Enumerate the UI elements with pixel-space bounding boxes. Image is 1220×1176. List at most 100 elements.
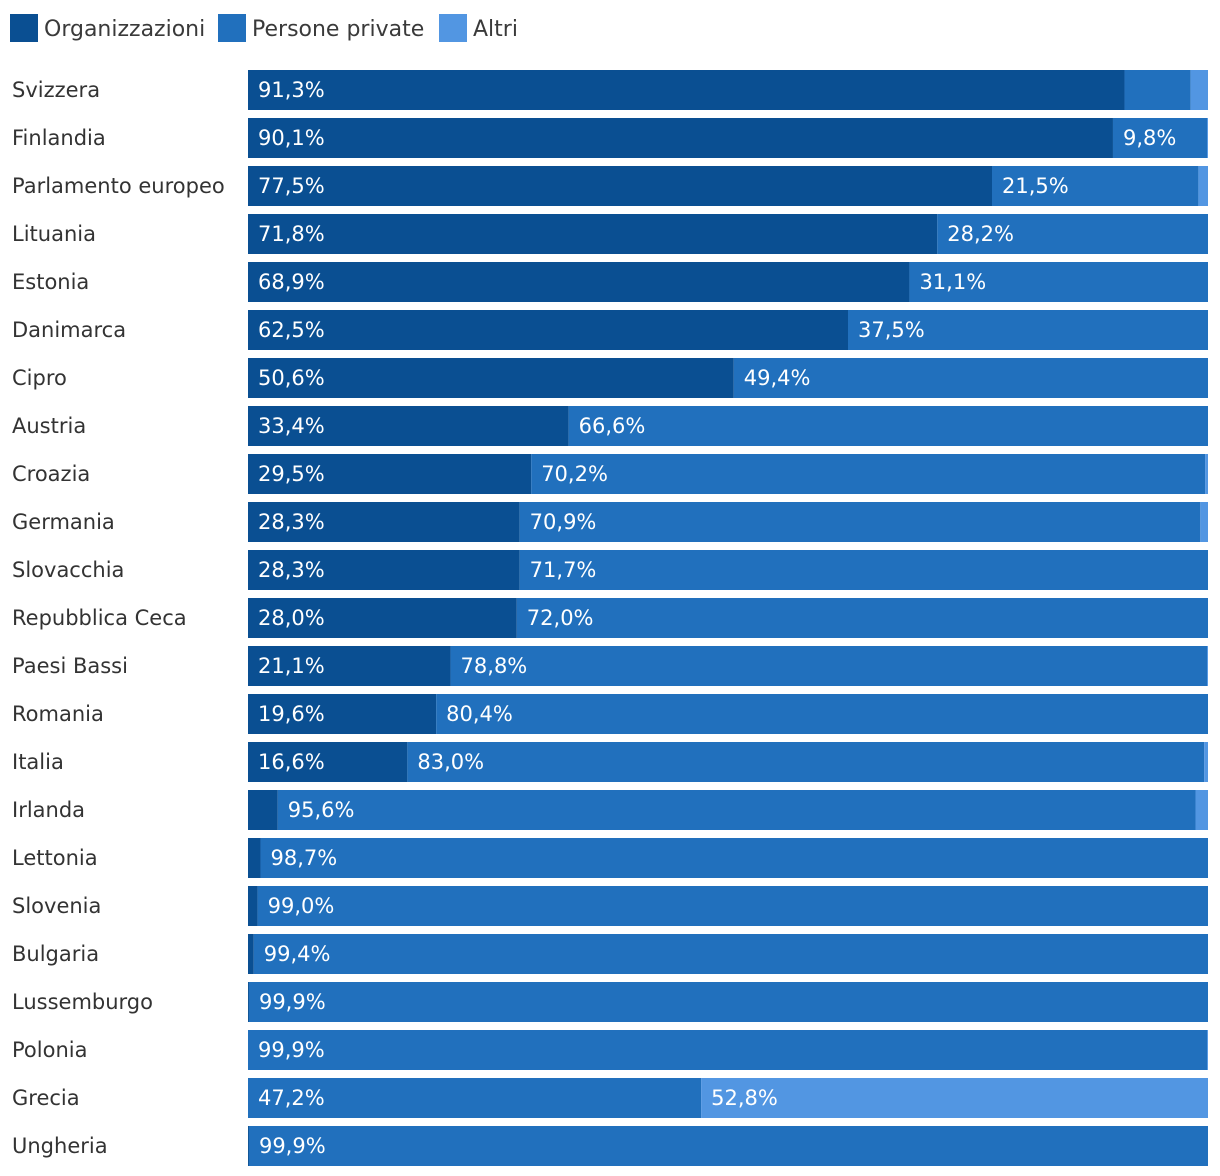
category-label-finlandia: Finlandia	[12, 126, 106, 150]
bar-lussemburgo-persone-private	[248, 982, 1208, 1022]
bar-italia-persone-private	[407, 742, 1205, 782]
data-label-grecia-persone-private: 47,2%	[258, 1086, 325, 1110]
category-label-slovacchia: Slovacchia	[12, 558, 124, 582]
legend: Organizzazioni Persone private Altri	[10, 14, 518, 42]
bar-danimarca-persone-private	[848, 310, 1208, 350]
bar-ungheria-persone-private	[248, 1126, 1208, 1166]
data-label-danimarca-organizzazioni: 62,5%	[258, 318, 325, 342]
bar-finlandia-altri	[1207, 118, 1208, 158]
bar-finlandia-organizzazioni	[248, 118, 1113, 158]
bar-paesi-bassi-altri	[1207, 646, 1208, 686]
data-label-cipro-persone-private: 49,4%	[744, 366, 811, 390]
data-label-italia-persone-private: 83,0%	[417, 750, 484, 774]
bar-cipro-persone-private	[733, 358, 1208, 398]
legend-label-organizzazioni: Organizzazioni	[44, 17, 205, 42]
data-label-lussemburgo-persone-private: 99,9%	[259, 990, 326, 1014]
category-label-germania: Germania	[12, 510, 115, 534]
bar-bulgaria-organizzazioni	[248, 934, 254, 974]
bar-irlanda-organizzazioni	[248, 790, 278, 830]
data-label-slovenia-persone-private: 99,0%	[268, 894, 335, 918]
bar-bulgaria-persone-private	[253, 934, 1208, 974]
data-label-croazia-persone-private: 70,2%	[541, 462, 608, 486]
bar-croazia-persone-private	[531, 454, 1206, 494]
data-label-repubblica-ceca-organizzazioni: 28,0%	[258, 606, 325, 630]
bar-parlamento-europeo-organizzazioni	[248, 166, 992, 206]
category-label-romania: Romania	[12, 702, 104, 726]
bar-germania-persone-private	[519, 502, 1201, 542]
bar-germania-altri	[1200, 502, 1208, 542]
bar-austria-persone-private	[568, 406, 1208, 446]
data-label-germania-persone-private: 70,9%	[530, 510, 597, 534]
category-label-cipro: Cipro	[12, 366, 67, 390]
bar-germania-organizzazioni	[248, 502, 520, 542]
data-labels: 91,3% 90,1% 9,8% 77,5% 21,5% 71,8% 28,2% 68,9% 3…	[258, 78, 1176, 1158]
data-label-paesi-bassi-persone-private: 78,8%	[461, 654, 528, 678]
category-label-grecia: Grecia	[12, 1086, 80, 1110]
data-label-cipro-organizzazioni: 50,6%	[258, 366, 325, 390]
bar-slovenia-persone-private	[257, 886, 1209, 926]
data-label-romania-persone-private: 80,4%	[446, 702, 513, 726]
legend-label-altri: Altri	[473, 17, 518, 42]
category-label-paesi-bassi: Paesi Bassi	[12, 654, 128, 678]
bar-romania-persone-private	[436, 694, 1208, 734]
data-label-croazia-organizzazioni: 29,5%	[258, 462, 325, 486]
bar-cipro-organizzazioni	[248, 358, 734, 398]
bars	[248, 70, 1209, 1166]
bar-svizzera-persone-private	[1124, 70, 1191, 110]
data-label-repubblica-ceca-persone-private: 72,0%	[527, 606, 594, 630]
bar-irlanda-persone-private	[277, 790, 1196, 830]
bar-repubblica-ceca-organizzazioni	[248, 598, 517, 638]
bar-romania-organizzazioni	[248, 694, 437, 734]
category-label-parlamento-europeo: Parlamento europeo	[12, 174, 225, 198]
bar-estonia-persone-private	[909, 262, 1208, 302]
category-label-lussemburgo: Lussemburgo	[12, 990, 153, 1014]
category-label-slovenia: Slovenia	[12, 894, 101, 918]
category-label-bulgaria: Bulgaria	[12, 942, 99, 966]
category-label-svizzera: Svizzera	[12, 78, 100, 102]
bar-svizzera-altri	[1190, 70, 1208, 110]
legend-swatch-persone-private	[218, 14, 246, 42]
data-label-germania-organizzazioni: 28,3%	[258, 510, 325, 534]
bar-slovacchia-organizzazioni	[248, 550, 520, 590]
bar-lituania-persone-private	[937, 214, 1208, 254]
data-label-austria-persone-private: 66,6%	[579, 414, 646, 438]
category-label-irlanda: Irlanda	[12, 798, 85, 822]
bar-grecia-persone-private	[248, 1078, 702, 1118]
data-label-finlandia-organizzazioni: 90,1%	[258, 126, 325, 150]
bar-lussemburgo-organizzazioni	[248, 982, 249, 1022]
bar-parlamento-europeo-altri	[1198, 166, 1208, 206]
data-label-svizzera-organizzazioni: 91,3%	[258, 78, 325, 102]
bar-croazia-organizzazioni	[248, 454, 532, 494]
bar-slovenia-organizzazioni	[248, 886, 258, 926]
data-label-grecia-altri: 52,8%	[711, 1086, 778, 1110]
data-label-austria-organizzazioni: 33,4%	[258, 414, 325, 438]
bar-grecia-altri	[701, 1078, 1208, 1118]
bar-danimarca-organizzazioni	[248, 310, 848, 350]
bar-lettonia-persone-private	[260, 838, 1209, 878]
bar-austria-organizzazioni	[248, 406, 569, 446]
bar-croazia-altri	[1205, 454, 1208, 494]
data-label-italia-organizzazioni: 16,6%	[258, 750, 325, 774]
data-label-slovacchia-organizzazioni: 28,3%	[258, 558, 325, 582]
category-label-repubblica-ceca: Repubblica Ceca	[12, 606, 187, 630]
bar-polonia-persone-private	[248, 1030, 1208, 1070]
bar-polonia-altri	[1207, 1030, 1208, 1070]
data-label-romania-organizzazioni: 19,6%	[258, 702, 325, 726]
data-label-paesi-bassi-organizzazioni: 21,1%	[258, 654, 325, 678]
category-axis-labels: Svizzera Finlandia Parlamento europeo Litua…	[12, 78, 225, 1158]
category-label-lituania: Lituania	[12, 222, 96, 246]
category-label-polonia: Polonia	[12, 1038, 87, 1062]
category-label-austria: Austria	[12, 414, 86, 438]
data-label-lituania-persone-private: 28,2%	[947, 222, 1014, 246]
bar-paesi-bassi-persone-private	[450, 646, 1208, 686]
bar-parlamento-europeo-persone-private	[992, 166, 1199, 206]
data-label-ungheria-persone-private: 99,9%	[259, 1134, 326, 1158]
data-label-irlanda-persone-private: 95,6%	[288, 798, 355, 822]
category-label-danimarca: Danimarca	[12, 318, 126, 342]
bar-lettonia-organizzazioni	[248, 838, 261, 878]
bar-ungheria-organizzazioni	[248, 1126, 249, 1166]
data-label-danimarca-persone-private: 37,5%	[858, 318, 925, 342]
bar-repubblica-ceca-persone-private	[516, 598, 1208, 638]
data-label-bulgaria-persone-private: 99,4%	[264, 942, 331, 966]
